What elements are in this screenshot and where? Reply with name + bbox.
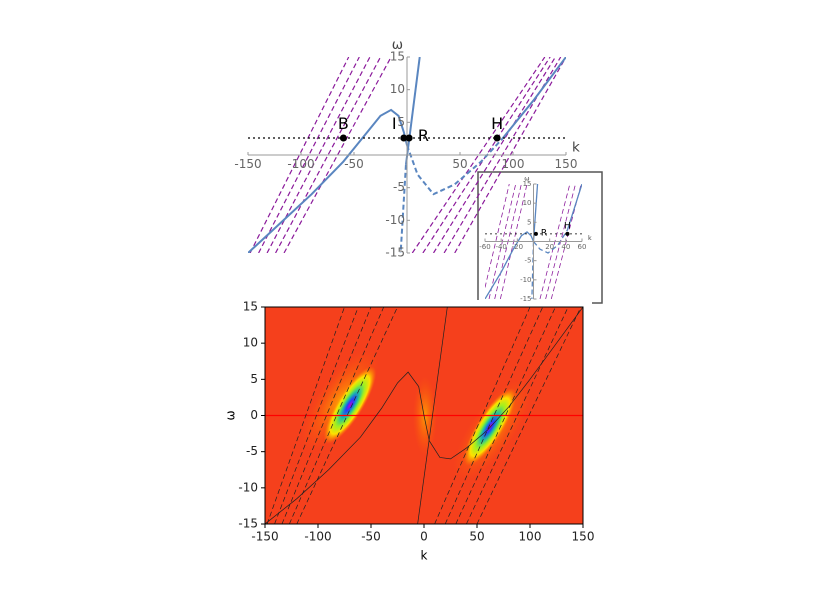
series-line — [399, 164, 407, 253]
series-line — [532, 184, 539, 242]
point-label: H — [564, 222, 571, 232]
point — [400, 134, 408, 142]
y-tick-label: 15 — [390, 50, 405, 64]
point — [565, 231, 570, 236]
y-tick-label: 0 — [250, 408, 258, 422]
x-tick-label: -50 — [344, 157, 364, 171]
x-tick-label: -100 — [304, 530, 331, 544]
point — [493, 134, 501, 142]
y-tick-label: -5 — [246, 444, 258, 458]
point-label: R — [418, 126, 429, 145]
x-tick-label: 100 — [519, 530, 542, 544]
y-tick-label: 5 — [527, 218, 531, 226]
point — [339, 134, 347, 142]
y-axis-label: ω — [224, 410, 238, 420]
plot-area — [265, 307, 583, 524]
point-label: I — [392, 114, 397, 133]
y-tick-label: 10 — [523, 199, 532, 207]
x-tick-label: 60 — [578, 243, 587, 251]
x-axis-label: k — [421, 549, 428, 563]
x-tick-label: 150 — [572, 530, 595, 544]
y-tick-label: -10 — [238, 480, 258, 494]
series-line — [501, 57, 566, 140]
series-line — [533, 229, 568, 254]
y-tick-label: -15 — [520, 295, 531, 303]
x-tick-label: -150 — [251, 530, 278, 544]
x-tick-label: 150 — [555, 157, 578, 171]
series-line — [406, 137, 504, 196]
point — [405, 134, 413, 142]
y-tick-label: 10 — [243, 336, 258, 350]
x-tick-label: 0 — [420, 530, 428, 544]
series-line — [275, 57, 382, 253]
series-line — [265, 307, 583, 524]
y-tick-label: -15 — [238, 517, 258, 531]
series-line — [485, 184, 510, 288]
x-axis-label: k — [588, 235, 592, 242]
y-tick-label: -5 — [393, 180, 405, 194]
series-line — [249, 57, 350, 253]
x-axis-label: k — [572, 140, 580, 156]
y-axis-label: ω — [392, 37, 403, 53]
y-tick-label: -15 — [385, 246, 405, 260]
x-tick-label: -40 — [495, 243, 506, 251]
series-line — [266, 307, 345, 524]
series-line — [281, 307, 372, 524]
series-line — [485, 231, 535, 299]
series-line — [274, 307, 359, 524]
x-tick-label: 50 — [452, 157, 467, 171]
point-label: H — [491, 114, 503, 133]
x-tick-label: -150 — [234, 157, 261, 171]
x-tick-label: -20 — [512, 243, 523, 251]
point-label: B — [338, 114, 349, 133]
series-line — [248, 108, 408, 253]
x-tick-label: -60 — [479, 243, 490, 251]
y-tick-label: 5 — [250, 372, 258, 386]
series-line — [566, 184, 582, 231]
x-tick-label: 100 — [502, 157, 525, 171]
y-tick-label: -10 — [520, 276, 531, 284]
series-line — [476, 307, 582, 524]
point — [533, 231, 538, 236]
x-tick-label: 40 — [561, 243, 570, 251]
y-tick-label: 5 — [397, 115, 405, 129]
y-axis-label: ω — [524, 175, 529, 182]
y-tick-label: -5 — [525, 257, 532, 265]
series-line — [258, 57, 360, 253]
y-tick-label: 10 — [390, 82, 405, 96]
y-tick-label: 15 — [523, 180, 532, 188]
series-line — [283, 57, 392, 253]
heatmap-blob — [323, 366, 377, 444]
y-tick-label: 15 — [243, 300, 258, 314]
x-tick-label: -50 — [361, 530, 381, 544]
series-line — [417, 307, 448, 524]
x-tick-label: 50 — [469, 530, 484, 544]
x-tick-label: -100 — [287, 157, 314, 171]
x-tick-label: 20 — [545, 243, 554, 251]
point-label: R — [541, 229, 547, 239]
y-tick-label: -10 — [385, 213, 405, 227]
